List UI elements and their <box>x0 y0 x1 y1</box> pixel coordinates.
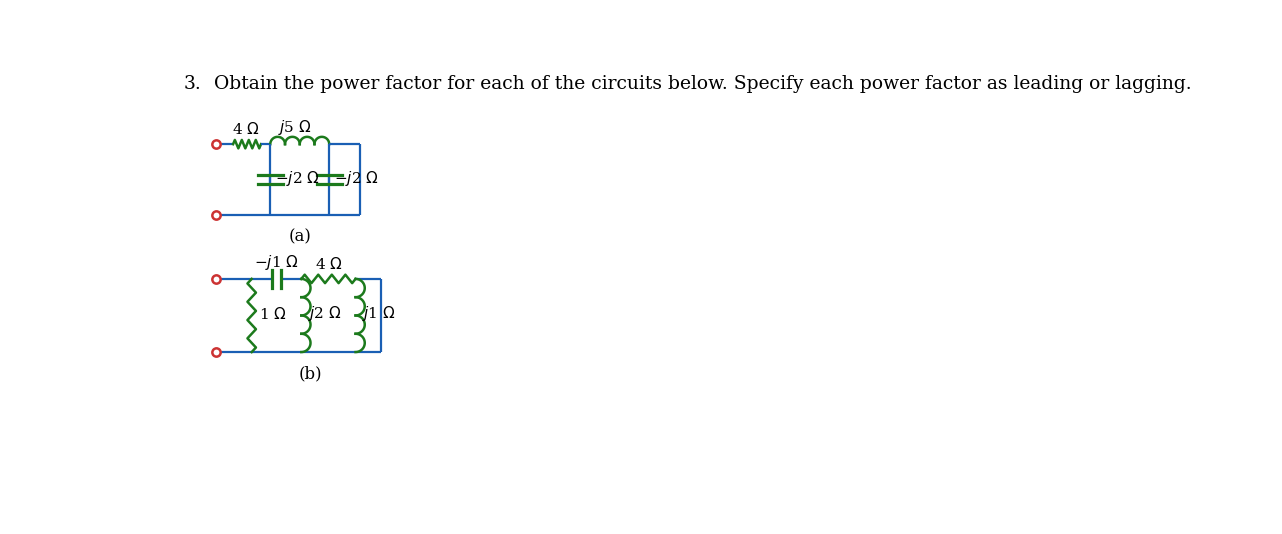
Text: $j$5 $\Omega$: $j$5 $\Omega$ <box>278 118 312 137</box>
Text: $-j$2 $\Omega$: $-j$2 $\Omega$ <box>274 169 319 187</box>
Text: (a): (a) <box>288 228 312 245</box>
Text: $-j$2 $\Omega$: $-j$2 $\Omega$ <box>333 169 378 187</box>
Text: $-j$1 $\Omega$: $-j$1 $\Omega$ <box>254 253 299 272</box>
Text: $j$1 $\Omega$: $j$1 $\Omega$ <box>362 304 395 324</box>
Text: 4 $\Omega$: 4 $\Omega$ <box>314 256 342 272</box>
Text: 1 $\Omega$: 1 $\Omega$ <box>259 306 287 322</box>
Text: $j$2 $\Omega$: $j$2 $\Omega$ <box>308 304 341 324</box>
Text: 3.: 3. <box>183 75 201 93</box>
Text: Obtain the power factor for each of the circuits below. Specify each power facto: Obtain the power factor for each of the … <box>214 75 1192 93</box>
Text: (b): (b) <box>299 365 322 382</box>
Text: 4 $\Omega$: 4 $\Omega$ <box>232 121 259 137</box>
